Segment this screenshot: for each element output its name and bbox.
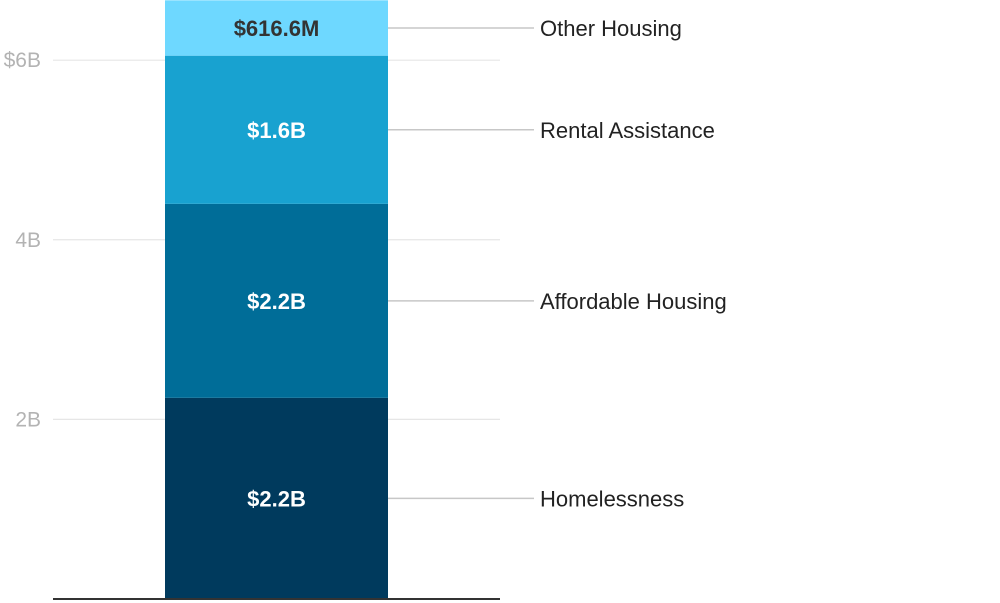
bar-segment-other-housing bbox=[165, 0, 388, 56]
y-tick-label: 4B bbox=[15, 229, 41, 252]
bar-segments bbox=[165, 0, 388, 599]
bar-segment-homelessness bbox=[165, 397, 388, 599]
legend: Homelessness Affordable Housing Rental Ass… bbox=[388, 16, 727, 511]
legend-label-affordable-housing: Affordable Housing bbox=[540, 289, 727, 314]
data-label-other-housing: $616.6M bbox=[234, 16, 320, 41]
bar-segment-affordable-housing bbox=[165, 203, 388, 398]
y-tick-label: $6B bbox=[4, 49, 41, 72]
legend-label-rental-assistance: Rental Assistance bbox=[540, 118, 715, 143]
data-labels: $2.2B $2.2B $1.6B $616.6M bbox=[234, 16, 320, 511]
data-label-affordable-housing: $2.2B bbox=[247, 289, 306, 314]
legend-label-other-housing: Other Housing bbox=[540, 16, 682, 41]
legend-label-homelessness: Homelessness bbox=[540, 486, 684, 511]
data-label-rental-assistance: $1.6B bbox=[247, 118, 306, 143]
bar-segment-rental-assistance bbox=[165, 55, 388, 204]
y-axis-ticks: 2B 4B $6B bbox=[4, 49, 41, 431]
data-label-homelessness: $2.2B bbox=[247, 486, 306, 511]
y-tick-label: 2B bbox=[15, 408, 41, 431]
